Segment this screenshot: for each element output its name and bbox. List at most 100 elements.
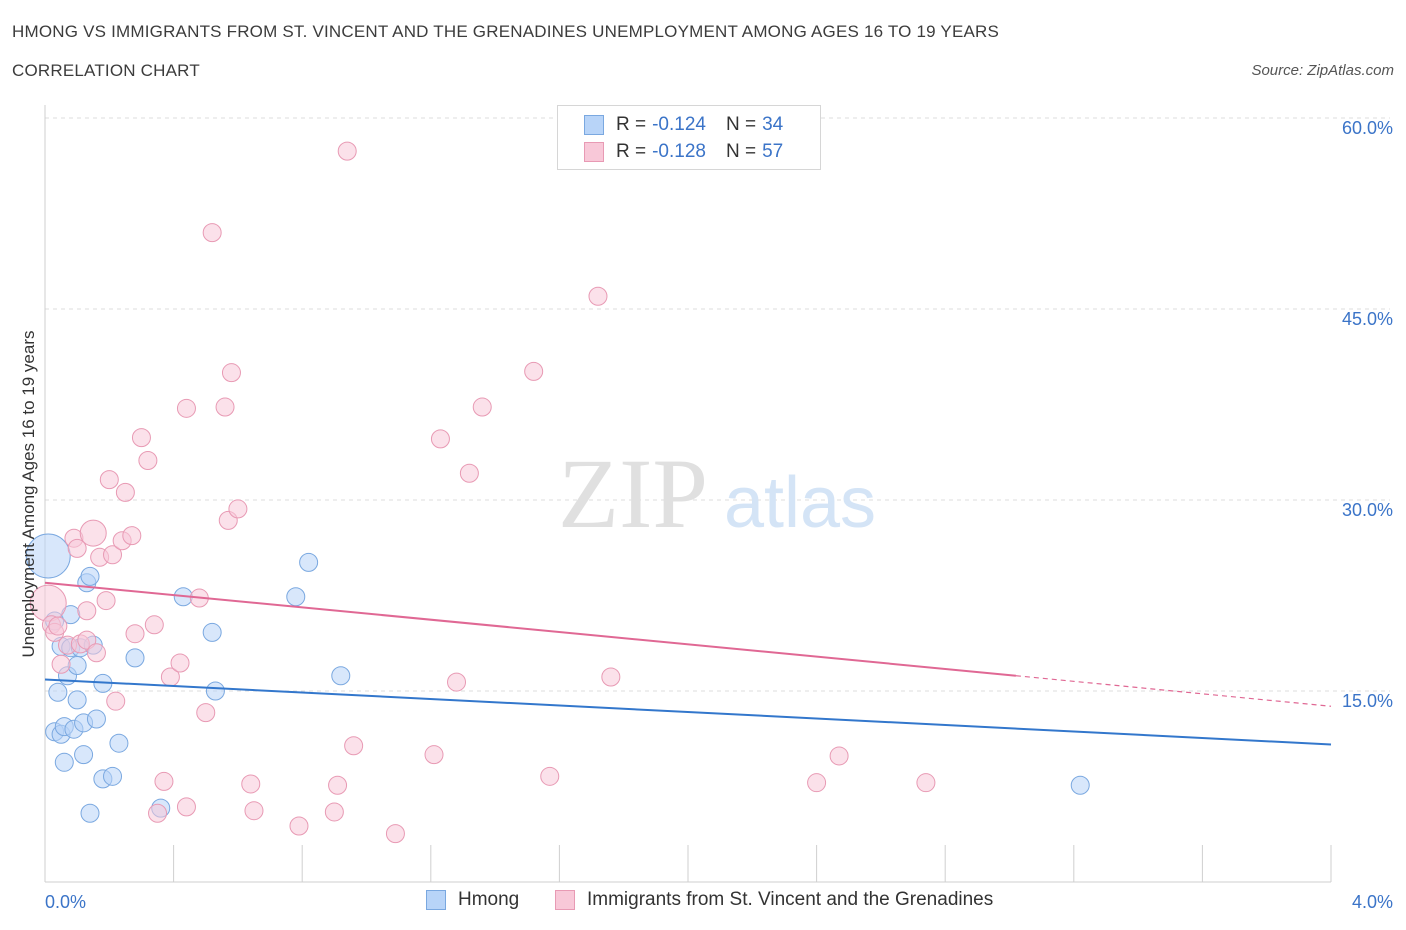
series-label-hmong: Hmong (458, 889, 520, 910)
svg-point (337, 141, 357, 161)
hmong-point (205, 681, 225, 701)
svg-point (447, 672, 467, 692)
svg-point (241, 774, 261, 794)
watermark-atlas: atlas (724, 463, 876, 543)
y-axis-title: Unemployment Among Ages 16 to 19 years (19, 331, 38, 658)
hmong-point (67, 690, 87, 710)
svg-point (196, 703, 216, 723)
hmong-point (80, 803, 100, 823)
svg-point (385, 824, 405, 844)
watermark-zip: ZIP (558, 438, 708, 549)
svg-point (125, 624, 145, 644)
svg-point (170, 653, 190, 673)
svg-point (106, 691, 126, 711)
x-tick-label-min: 0.0% (45, 892, 86, 912)
correlation-legend: R = -0.124 N = 34 R = -0.128 N = 57 (557, 105, 821, 170)
legend-n-label: N = (725, 114, 757, 135)
svg-point (430, 429, 450, 449)
svg-point (86, 643, 106, 663)
svg-trend-extension (1015, 675, 1332, 707)
svg-trend-line (44, 581, 1017, 677)
axes (44, 105, 1332, 883)
legend-swatch-hmong (584, 115, 604, 135)
watermark: ZIP atlas (558, 438, 876, 549)
series-label-svg: Immigrants from St. Vincent and the Gren… (587, 889, 994, 910)
svg-point (148, 803, 168, 823)
svg-point (601, 667, 621, 687)
data-points (25, 141, 1090, 844)
series-swatch-svg (555, 890, 575, 910)
legend-n-value: 34 (762, 114, 784, 135)
hmong-point (125, 648, 145, 668)
series-legend-svg: Immigrants from St. Vincent and the Gren… (555, 889, 993, 911)
hmong-point (74, 745, 94, 765)
svg-point (79, 519, 107, 547)
svg-point (221, 363, 241, 383)
svg-point (459, 463, 479, 483)
svg-point (77, 601, 97, 621)
legend-r-label: R = (616, 114, 647, 135)
series-legend-hmong: Hmong (426, 889, 519, 911)
hmong-point (67, 656, 87, 676)
svg-point (588, 286, 608, 306)
hmong-point (109, 733, 129, 753)
svg-point (122, 526, 142, 546)
svg-point (289, 816, 309, 836)
series-swatch-hmong (426, 890, 446, 910)
svg-point (228, 499, 248, 519)
y-tick-label: 30.0% (1342, 500, 1393, 520)
legend-r-value: -0.124 (652, 114, 706, 135)
svg-point (138, 451, 158, 471)
svg-point (215, 397, 235, 417)
axis-labels: 15.0% 30.0% 45.0% 60.0% 0.0% 4.0% Unemployment… (19, 118, 1393, 912)
hmong-point (103, 766, 123, 786)
hmong-point (1070, 775, 1090, 795)
legend-row-hmong: R = -0.124 N = 34 (584, 113, 783, 137)
x-tick-label-max: 4.0% (1352, 892, 1393, 912)
hmong-point (54, 752, 74, 772)
svg-point (524, 361, 544, 381)
legend-r-label: R = (616, 141, 647, 162)
svg-point (202, 223, 222, 243)
hmong-point (48, 682, 68, 702)
y-tick-label: 45.0% (1342, 309, 1393, 329)
legend-row-svg: R = -0.128 N = 57 (584, 140, 783, 164)
hmong-point (80, 566, 100, 586)
y-tick-label: 15.0% (1342, 691, 1393, 711)
svg-point (324, 802, 344, 822)
svg-point (244, 801, 264, 821)
gridlines (45, 117, 1390, 692)
svg-point (131, 428, 151, 448)
legend-r-value: -0.128 (652, 141, 706, 162)
source-credit: Source: ZipAtlas.com (1251, 62, 1394, 79)
svg-point (540, 766, 560, 786)
svg-point (51, 654, 71, 674)
svg-point (48, 616, 68, 636)
svg-point (807, 773, 827, 793)
svg-point (154, 771, 174, 791)
svg-point (77, 630, 97, 650)
y-tick-label: 60.0% (1342, 118, 1393, 138)
svg-point (103, 545, 123, 565)
svg-point (424, 745, 444, 765)
hmong-point (286, 587, 306, 607)
legend-swatch-svg (584, 142, 604, 162)
hmong-point (86, 709, 106, 729)
svg-point (176, 797, 196, 817)
hmong-point (25, 533, 71, 579)
svg-point (344, 736, 364, 756)
svg-point (99, 470, 119, 490)
series-legend: Hmong Immigrants from St. Vincent and th… (0, 889, 1406, 915)
hmong-point (299, 552, 319, 572)
svg-point (144, 615, 164, 635)
svg-point (115, 482, 135, 502)
svg-point (916, 773, 936, 793)
chart-subtitle: CORRELATION CHART (12, 61, 200, 80)
svg-point (328, 775, 348, 795)
hmong-point (202, 622, 222, 642)
legend-n-value: 57 (762, 141, 784, 162)
legend-n-label: N = (725, 141, 757, 162)
svg-point (472, 397, 492, 417)
hmong-point (331, 666, 351, 686)
